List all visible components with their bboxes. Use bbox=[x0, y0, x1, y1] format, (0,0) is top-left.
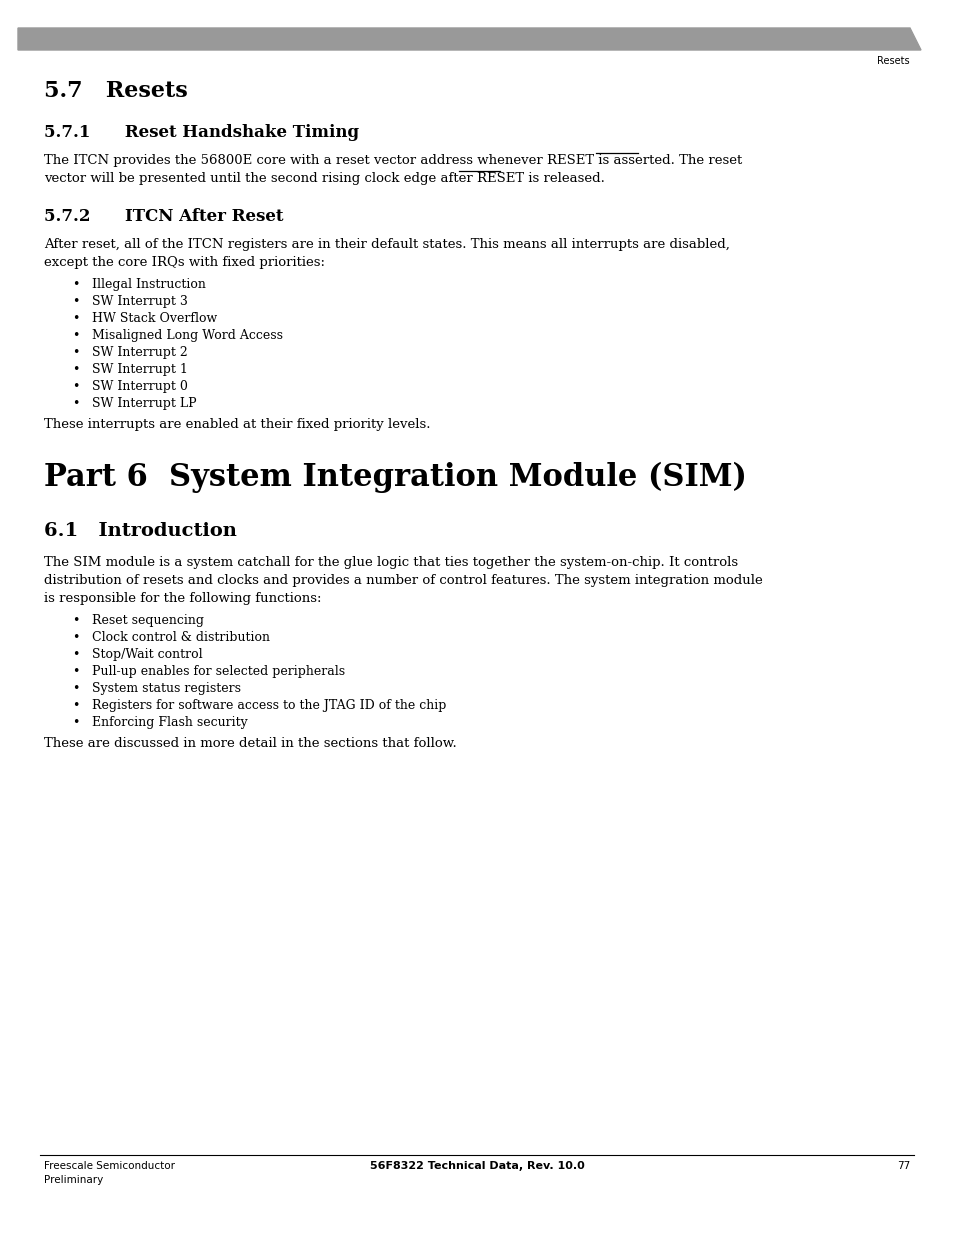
Text: Enforcing Flash security: Enforcing Flash security bbox=[91, 716, 248, 729]
Text: SW Interrupt 2: SW Interrupt 2 bbox=[91, 346, 188, 359]
Text: except the core IRQs with fixed priorities:: except the core IRQs with fixed prioriti… bbox=[44, 256, 325, 269]
Text: These are discussed in more detail in the sections that follow.: These are discussed in more detail in th… bbox=[44, 737, 456, 750]
Text: Freescale Semiconductor
Preliminary: Freescale Semiconductor Preliminary bbox=[44, 1161, 174, 1186]
Text: •: • bbox=[72, 380, 80, 393]
Text: •: • bbox=[72, 278, 80, 291]
Text: Resets: Resets bbox=[877, 56, 909, 65]
Text: •: • bbox=[72, 631, 80, 643]
Text: •: • bbox=[72, 614, 80, 627]
Text: System status registers: System status registers bbox=[91, 682, 241, 695]
Text: Stop/Wait control: Stop/Wait control bbox=[91, 648, 202, 661]
Text: 77: 77 bbox=[896, 1161, 909, 1171]
Text: 6.1   Introduction: 6.1 Introduction bbox=[44, 522, 236, 540]
Text: •: • bbox=[72, 664, 80, 678]
Text: distribution of resets and clocks and provides a number of control features. The: distribution of resets and clocks and pr… bbox=[44, 574, 762, 587]
Text: •: • bbox=[72, 363, 80, 375]
Text: Part 6  System Integration Module (SIM): Part 6 System Integration Module (SIM) bbox=[44, 462, 746, 493]
Text: SW Interrupt 3: SW Interrupt 3 bbox=[91, 295, 188, 308]
Text: 56F8322 Technical Data, Rev. 10.0: 56F8322 Technical Data, Rev. 10.0 bbox=[369, 1161, 584, 1171]
Text: •: • bbox=[72, 699, 80, 713]
Text: •: • bbox=[72, 682, 80, 695]
Text: 5.7   Resets: 5.7 Resets bbox=[44, 80, 188, 103]
Text: vector will be presented until the second rising clock edge after RESET is relea: vector will be presented until the secon… bbox=[44, 172, 604, 185]
Text: Illegal Instruction: Illegal Instruction bbox=[91, 278, 206, 291]
Text: •: • bbox=[72, 396, 80, 410]
Text: is responsible for the following functions:: is responsible for the following functio… bbox=[44, 592, 321, 605]
Text: Registers for software access to the JTAG ID of the chip: Registers for software access to the JTA… bbox=[91, 699, 446, 713]
Text: •: • bbox=[72, 329, 80, 342]
Text: SW Interrupt 0: SW Interrupt 0 bbox=[91, 380, 188, 393]
Text: Misaligned Long Word Access: Misaligned Long Word Access bbox=[91, 329, 283, 342]
Text: •: • bbox=[72, 312, 80, 325]
Text: SW Interrupt LP: SW Interrupt LP bbox=[91, 396, 196, 410]
Text: 5.7.1      Reset Handshake Timing: 5.7.1 Reset Handshake Timing bbox=[44, 124, 358, 141]
Polygon shape bbox=[18, 28, 920, 49]
Text: Clock control & distribution: Clock control & distribution bbox=[91, 631, 270, 643]
Text: •: • bbox=[72, 346, 80, 359]
Text: 5.7.2      ITCN After Reset: 5.7.2 ITCN After Reset bbox=[44, 207, 283, 225]
Text: •: • bbox=[72, 716, 80, 729]
Text: HW Stack Overflow: HW Stack Overflow bbox=[91, 312, 217, 325]
Text: SW Interrupt 1: SW Interrupt 1 bbox=[91, 363, 188, 375]
Text: Pull-up enables for selected peripherals: Pull-up enables for selected peripherals bbox=[91, 664, 345, 678]
Text: The ITCN provides the 56800E core with a reset vector address whenever RESET is : The ITCN provides the 56800E core with a… bbox=[44, 154, 741, 167]
Text: After reset, all of the ITCN registers are in their default states. This means a: After reset, all of the ITCN registers a… bbox=[44, 238, 729, 251]
Text: •: • bbox=[72, 295, 80, 308]
Text: These interrupts are enabled at their fixed priority levels.: These interrupts are enabled at their fi… bbox=[44, 417, 430, 431]
Text: Reset sequencing: Reset sequencing bbox=[91, 614, 204, 627]
Text: •: • bbox=[72, 648, 80, 661]
Text: The SIM module is a system catchall for the glue logic that ties together the sy: The SIM module is a system catchall for … bbox=[44, 556, 738, 569]
